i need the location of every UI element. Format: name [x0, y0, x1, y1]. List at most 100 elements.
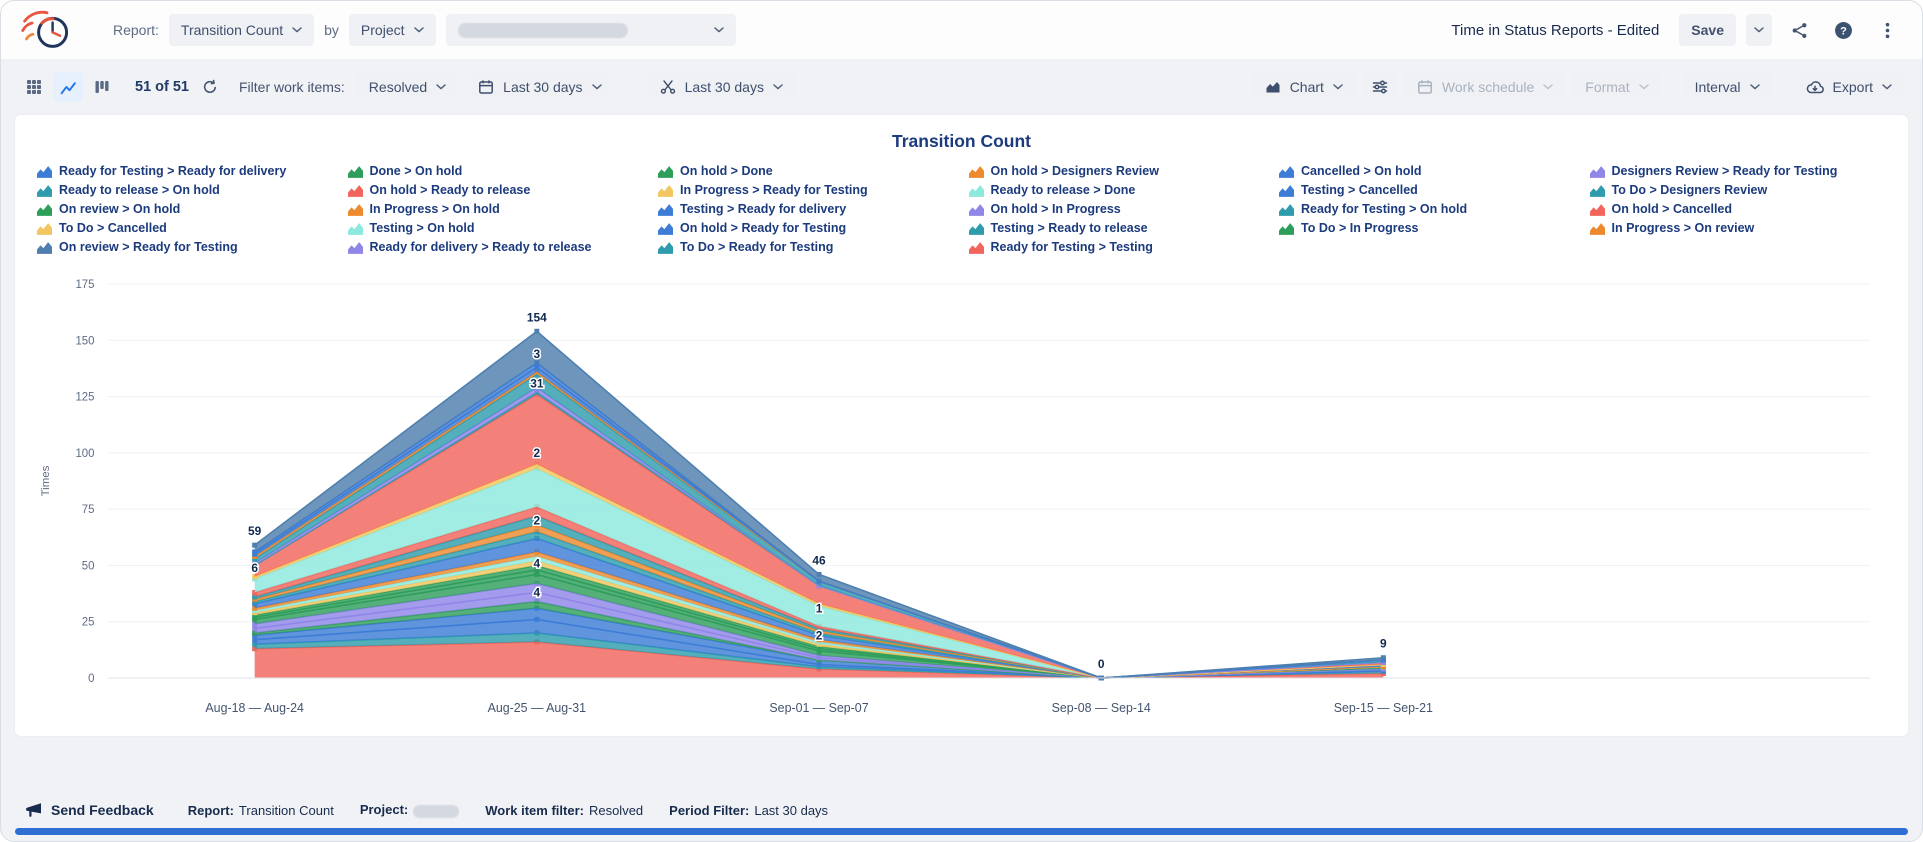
legend-item[interactable]: In Progress > On review	[1589, 221, 1887, 235]
series-marker[interactable]	[534, 616, 540, 622]
series-marker[interactable]	[1380, 655, 1386, 661]
data-label: 3	[534, 347, 541, 361]
legend-item[interactable]: In Progress > Ready for Testing	[658, 183, 955, 197]
calendar-icon	[479, 80, 494, 94]
report-type-select[interactable]: Transition Count	[168, 14, 315, 46]
series-marker[interactable]	[816, 571, 822, 577]
legend-item[interactable]: To Do > In Progress	[1279, 221, 1576, 235]
legend-item[interactable]: On hold > Designers Review	[968, 164, 1266, 178]
legend-item[interactable]: Testing > Ready for delivery	[658, 202, 955, 216]
legend-item[interactable]: On review > On hold	[37, 202, 334, 216]
y-tick-label: 175	[75, 279, 94, 291]
legend-item[interactable]: Testing > Ready to release	[968, 221, 1266, 235]
chart-type-select[interactable]: Chart	[1252, 71, 1355, 103]
series-marker[interactable]	[534, 571, 540, 577]
legend-label: Ready for Testing > Ready for delivery	[59, 164, 287, 178]
series-swatch-icon	[1589, 184, 1605, 197]
series-marker[interactable]	[534, 562, 540, 568]
legend-item[interactable]: Testing > On hold	[347, 221, 645, 235]
total-label: 154	[527, 310, 547, 324]
legend-item[interactable]: Ready for Testing > Ready for delivery	[37, 164, 334, 178]
group-by-select[interactable]: Project	[348, 14, 436, 46]
series-swatch-icon	[1279, 184, 1294, 197]
series-swatch-icon	[1589, 222, 1605, 235]
help-button[interactable]: ?	[1826, 14, 1860, 46]
board-view-button[interactable]	[87, 72, 117, 102]
total-label: 46	[812, 553, 826, 567]
legend-label: Ready for Testing > On hold	[1301, 202, 1468, 216]
series-marker[interactable]	[252, 646, 258, 652]
legend-label: On hold > Ready for Testing	[680, 221, 847, 235]
series-marker[interactable]	[534, 328, 540, 334]
x-tick-label: Sep-08 — Sep-14	[1052, 701, 1151, 715]
chart-view-button[interactable]	[53, 72, 83, 102]
chart-settings-button[interactable]	[1362, 71, 1397, 103]
send-feedback-button[interactable]: Send Feedback	[25, 802, 154, 818]
series-swatch-icon	[1589, 165, 1605, 178]
legend-item[interactable]: To Do > Ready for Testing	[658, 240, 955, 254]
legend-item[interactable]: Ready to release > On hold	[37, 183, 334, 197]
legend-item[interactable]: Ready for Testing > On hold	[1279, 202, 1576, 216]
legend-item[interactable]: Testing > Cancelled	[1279, 183, 1576, 197]
series-marker[interactable]	[534, 549, 540, 555]
legend-item[interactable]: In Progress > On hold	[347, 202, 645, 216]
legend-label: Testing > Ready for delivery	[680, 202, 847, 216]
work-schedule-select[interactable]: Work schedule	[1404, 71, 1566, 103]
legend-item[interactable]: Designers Review > Ready for Testing	[1589, 164, 1887, 178]
legend-item[interactable]: To Do > Cancelled	[37, 221, 334, 235]
legend-item[interactable]: On hold > Ready for Testing	[658, 221, 955, 235]
legend-item[interactable]: On hold > Done	[658, 164, 955, 178]
more-menu-button[interactable]	[1870, 14, 1904, 46]
series-marker[interactable]	[816, 578, 822, 584]
work-item-filter-select[interactable]: Resolved	[356, 71, 459, 103]
data-label: 4	[534, 586, 541, 600]
chevron-down-icon	[773, 84, 783, 90]
series-swatch-icon	[347, 241, 363, 254]
y-tick-label: 25	[82, 617, 95, 629]
format-select[interactable]: Format	[1573, 71, 1661, 103]
series-area[interactable]	[254, 608, 1384, 678]
chevron-down-icon	[292, 27, 302, 33]
chevron-down-icon	[436, 84, 446, 90]
legend-item[interactable]: Cancelled > On hold	[1279, 164, 1576, 178]
legend-item[interactable]: Done > On hold	[347, 164, 645, 178]
legend-item[interactable]: On hold > Cancelled	[1589, 202, 1887, 216]
megaphone-icon	[26, 803, 41, 817]
interval-select[interactable]: Interval	[1682, 71, 1772, 103]
series-marker[interactable]	[816, 661, 822, 667]
legend-item[interactable]: Ready for Testing > Testing	[968, 240, 1266, 254]
period-filter-select[interactable]: Last 30 days	[466, 71, 614, 103]
series-area[interactable]	[254, 641, 1384, 678]
data-label: 4	[534, 556, 541, 570]
share-button[interactable]	[1782, 14, 1816, 46]
legend-item[interactable]: To Do > Designers Review	[1589, 183, 1887, 197]
series-marker[interactable]	[816, 601, 822, 607]
refresh-button[interactable]	[197, 71, 223, 103]
series-marker[interactable]	[252, 542, 258, 548]
legend-item[interactable]: On review > Ready for Testing	[37, 240, 334, 254]
save-button[interactable]: Save	[1679, 14, 1736, 46]
chart-view-icon	[60, 81, 76, 94]
series-marker[interactable]	[816, 623, 822, 629]
series-marker[interactable]	[534, 639, 540, 645]
grid-view-button[interactable]	[19, 72, 49, 102]
legend-label: Ready for Testing > Testing	[990, 240, 1153, 254]
legend-item[interactable]: Ready to release > Done	[968, 183, 1266, 197]
legend-item[interactable]: Ready for delivery > Ready to release	[347, 240, 645, 254]
bottom-accent-bar[interactable]	[15, 828, 1908, 835]
legend-item[interactable]: On hold > Ready to release	[347, 183, 645, 197]
chevron-down-icon	[1333, 84, 1343, 90]
chart-svg[interactable]: 0 25 50 75 100 125 150 175 Times 59 154 46 0 9 6 3 31 2 2 4…	[29, 260, 1894, 730]
save-options-button[interactable]	[1746, 14, 1772, 46]
trim-period-select[interactable]: Last 30 days	[647, 71, 795, 103]
legend-item[interactable]: On hold > In Progress	[968, 202, 1266, 216]
export-button[interactable]: Export	[1793, 71, 1904, 103]
series-swatch-icon	[658, 222, 673, 235]
series-marker[interactable]	[252, 549, 258, 555]
work-item-count: 51 of 51	[135, 79, 189, 95]
project-select[interactable]	[445, 14, 736, 46]
series-swatch-icon	[37, 222, 52, 235]
series-swatch-icon	[1279, 203, 1294, 216]
series-marker[interactable]	[252, 594, 258, 600]
x-tick-label: Sep-15 — Sep-21	[1334, 701, 1433, 715]
